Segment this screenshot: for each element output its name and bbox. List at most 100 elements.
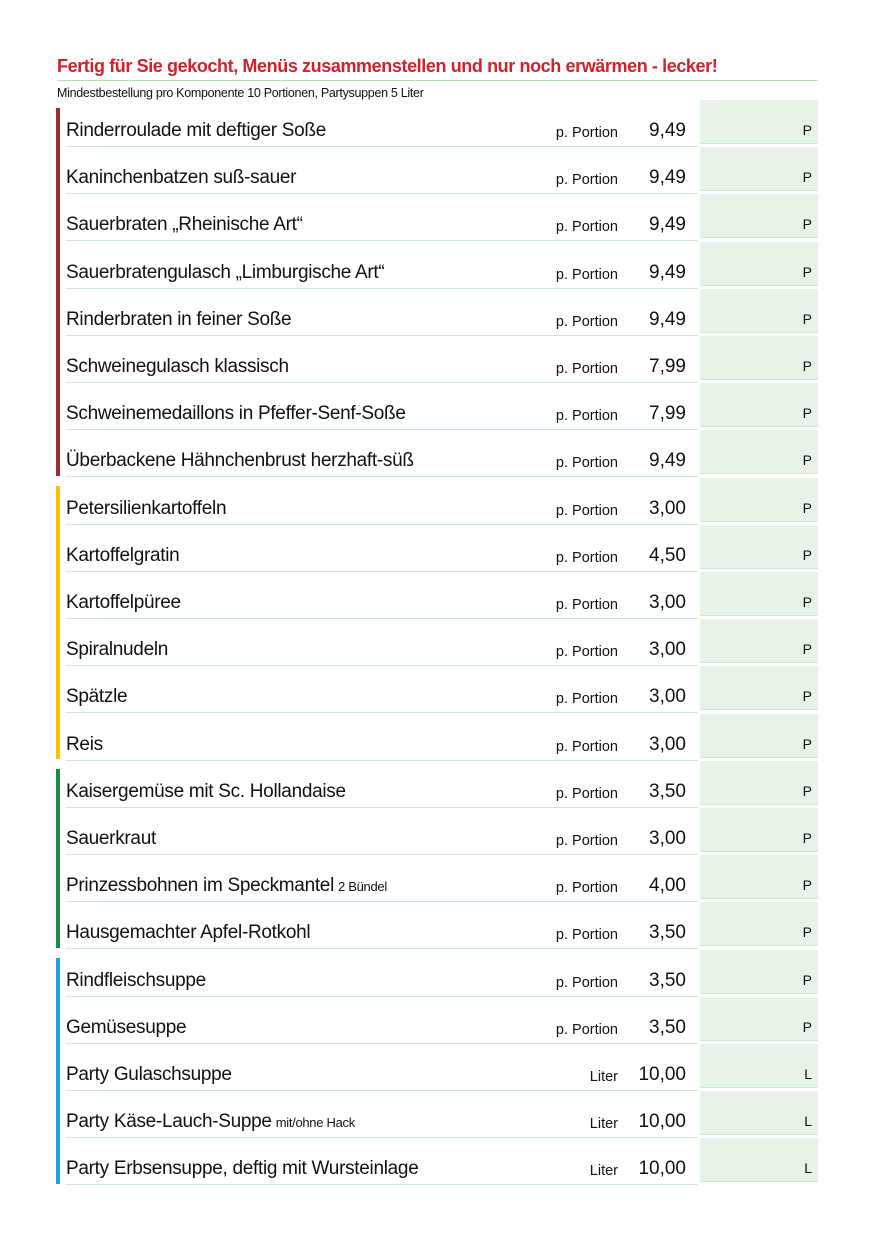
item-name: Spiralnudeln [66,639,168,661]
order-code: P [802,122,812,138]
item-name: Prinzessbohnen im Speckmantel 2 Bündel [66,875,387,897]
item-name: Kartoffelpüree [66,592,181,614]
order-box: P [700,572,818,616]
menu-row: Kaninchenbatzen suß-sauer p. Portion 9,49 [66,147,698,195]
item-unit: p. Portion [555,880,618,897]
item-price: 3,00 [649,733,686,755]
order-box: L [700,1138,818,1183]
order-code: P [802,594,812,610]
item-unit: p. Portion [555,691,618,708]
item-name: Sauerkraut [66,828,156,850]
item-unit: p. Portion [555,408,618,425]
order-code: L [804,1066,812,1082]
item-name: Reis [66,734,103,756]
order-code: P [802,877,812,894]
item-name-text: Überbackene Hähnchenbrust herzhaft-süß [66,450,414,472]
order-box: P [700,808,818,852]
item-unit: Liter [589,1163,618,1180]
item-name: Gemüsesuppe [66,1016,187,1039]
order-box: P [700,383,818,428]
order-box: P [700,524,818,569]
menu-row: Spiralnudeln p. Portion 3,00 [66,619,698,667]
item-name-text: Party Gulaschsuppe [66,1064,232,1085]
item-name-text: Party Erbsensuppe, deftig mit Wursteinla… [66,1158,419,1180]
order-box: P [700,241,818,286]
menu-row: Reis p. Portion 3,00 [66,714,698,761]
item-price: 3,00 [649,686,686,708]
order-box: L [700,1091,818,1136]
menu-row: Rinderbraten in feiner Soße p. Portion 9,4… [66,289,698,336]
menu-row: Kartoffelgratin p. Portion 4,50 [66,525,698,572]
item-name-text: Kartoffelgratin [66,544,180,566]
order-code: P [802,358,812,374]
menu-row: Party Erbsensuppe, deftig mit Wursteinla… [66,1138,698,1186]
order-box: P [700,666,818,711]
order-box: P [700,949,818,994]
menu-row: Kartoffelpüree p. Portion 3,00 [66,572,698,619]
order-code: P [802,1018,812,1035]
item-price: 3,50 [649,1016,686,1038]
order-code: L [804,1160,812,1177]
item-unit: p. Portion [555,361,618,377]
order-code: P [802,924,812,941]
item-unit: p. Portion [555,125,618,141]
menu-row: Rinderroulade mit deftiger Soße p. Portio… [66,100,698,147]
item-unit: p. Portion [555,266,618,283]
item-price: 3,50 [649,780,686,802]
order-box: P [700,430,818,475]
item-name: Sauerbratengulasch „Limburgische Art“ [66,261,385,284]
item-name-text: Rinderbraten in feiner Soße [66,308,292,330]
order-box: P [700,194,818,239]
item-unit: p. Portion [555,502,618,519]
item-name-text: Rindfleischsuppe [66,969,206,991]
order-code: P [802,971,812,988]
item-name: Rinderroulade mit deftiger Soße [66,120,326,142]
order-code: P [802,310,812,327]
item-unit: p. Portion [555,738,618,755]
item-price: 7,99 [649,403,686,425]
item-name-text: Sauerbraten „Rheinische Art“ [66,214,303,236]
item-price: 10,00 [638,1111,686,1133]
item-name-text: Sauerkraut [66,828,156,849]
menu-row: Überbackene Hähnchenbrust herzhaft-süß p.… [66,430,698,478]
order-code: P [802,216,812,233]
order-box: P [700,288,818,333]
section-bar [56,485,60,759]
item-price: 9,49 [649,214,686,236]
order-box: P [700,147,818,192]
item-unit: p. Portion [555,927,618,944]
item-name-text: Kaninchenbatzen suß-sauer [66,167,297,189]
item-name: Kaninchenbatzen suß-sauer [66,167,296,189]
order-code: P [802,688,812,705]
item-name-text: Hausgemachter Apfel-Rotkohl [66,922,311,944]
item-price: 9,49 [649,120,686,141]
item-name: Party Gulaschsuppe [66,1064,232,1086]
item-price: 3,00 [649,639,686,661]
order-code: P [802,405,812,422]
menu-row: Party Gulaschsuppe Liter 10,00 [66,1044,698,1091]
menu-row: Sauerbratengulasch „Limburgische Art“ p. … [66,242,698,289]
section-bar [56,108,60,476]
item-unit: p. Portion [555,455,618,472]
item-name-text: Sauerbratengulasch „Limburgische Art“ [66,261,385,283]
order-box: P [700,477,818,522]
order-box: L [700,1044,818,1088]
item-price: 9,49 [649,167,686,189]
menu-row: Sauerkraut p. Portion 3,00 [66,808,698,855]
order-box: P [700,760,818,805]
item-price: 10,00 [638,1064,686,1085]
menu-row: Prinzessbohnen im Speckmantel 2 Bündel p. … [66,855,698,903]
order-code: P [802,641,812,658]
item-name: Petersilienkartoffeln [66,498,227,520]
item-unit: p. Portion [555,549,618,566]
item-name: Hausgemachter Apfel-Rotkohl [66,922,311,944]
item-price: 3,00 [649,592,686,613]
menu-row: Gemüsesuppe p. Portion 3,50 [66,997,698,1044]
order-box: P [700,100,818,144]
order-box: P [700,336,818,380]
order-box: P [700,855,818,900]
item-name-text: Kaisergemüse mit Sc. Hollandaise [66,780,346,802]
item-name: Spätzle [66,686,128,708]
item-name-text: Gemüsesuppe [66,1016,187,1038]
order-code: L [804,1113,812,1130]
